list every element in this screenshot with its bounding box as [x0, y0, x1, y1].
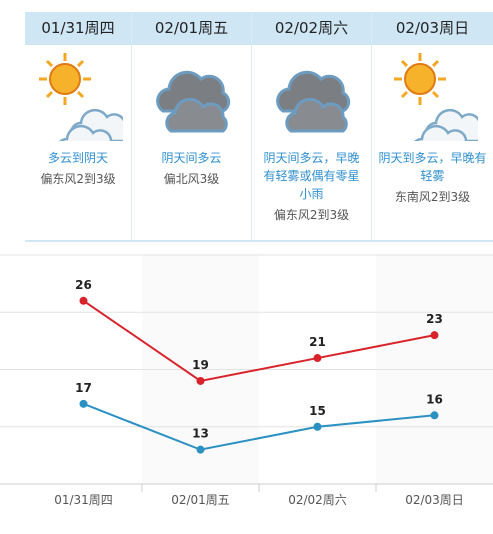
day-card: 02/02周六 阴天间多云，早晚有轻雾或偶有零星小雨 偏东风2到3级 — [252, 12, 372, 240]
value-label: 17 — [75, 381, 92, 395]
point — [313, 354, 322, 363]
series-line — [82, 299, 435, 383]
x-tick-label: 01/31周四 — [54, 493, 113, 507]
weather-text: 多云到阴天 — [47, 151, 108, 165]
x-tick-label: 02/01周五 — [171, 493, 230, 507]
day-card: 01/31周四 多云到阴天 偏东风2到3级 — [25, 12, 132, 240]
weather-icon — [33, 51, 123, 141]
point — [430, 411, 439, 420]
point — [79, 399, 88, 408]
wind-text: 偏东风2到3级 — [273, 208, 350, 222]
x-tick-label: 02/02周六 — [288, 493, 347, 507]
weather-text: 阴天间多云 — [161, 151, 222, 165]
weather-text: 阴天到多云，早晚有轻雾 — [378, 151, 487, 183]
point — [430, 331, 439, 340]
point — [196, 445, 205, 454]
day-date: 02/01周五 — [154, 19, 229, 37]
value-label: 26 — [75, 278, 92, 292]
temperature-chart: 01/31周四 02/01周五 02/02周六 02/03周日 26 19 21 23 17 13… — [0, 254, 493, 507]
wind-text: 东南风2到3级 — [394, 190, 471, 204]
point — [313, 422, 322, 431]
value-label: 23 — [426, 312, 443, 326]
day-date: 02/03周日 — [395, 19, 470, 37]
day-date: 02/02周六 — [274, 19, 349, 37]
value-label: 13 — [192, 427, 209, 441]
day-card: 02/03周日 阴天到多云，早晚有轻雾 东南风2到3级 — [372, 12, 493, 240]
value-label: 19 — [192, 358, 209, 372]
point — [79, 296, 88, 305]
divider — [25, 240, 493, 242]
header-bar — [25, 12, 493, 45]
series-line — [83, 402, 435, 451]
point — [196, 376, 205, 385]
weather-text: 阴天间多云，早晚有轻雾或偶有零星小雨 — [263, 151, 360, 201]
x-tick-label: 02/03周日 — [405, 493, 464, 507]
weather-icon — [275, 70, 350, 133]
wind-text: 偏北风3级 — [163, 172, 220, 186]
value-label: 15 — [309, 404, 326, 418]
value-label: 21 — [309, 335, 326, 349]
wind-text: 偏东风2到3级 — [40, 172, 116, 186]
day-date: 01/31周四 — [41, 19, 115, 37]
weather-icon — [155, 70, 230, 133]
weather-icon — [388, 51, 478, 141]
day-card: 02/01周五 阴天间多云 偏北风3级 — [132, 12, 252, 240]
value-label: 16 — [426, 392, 443, 406]
